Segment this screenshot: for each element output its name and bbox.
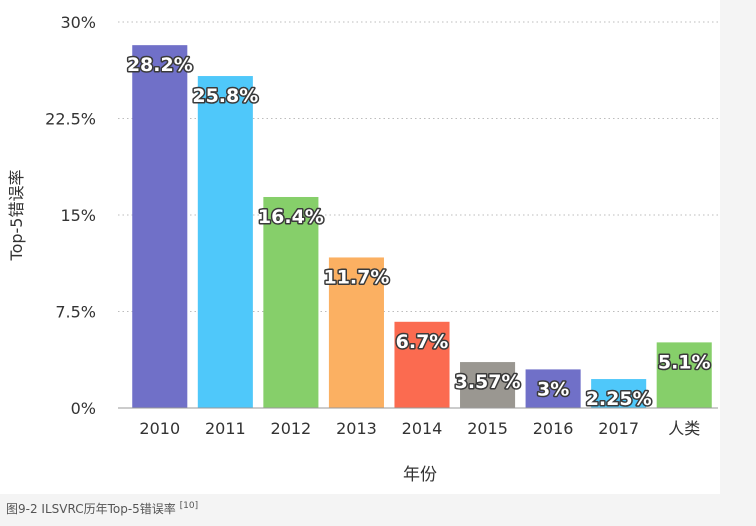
y-tick-labels: 0% 7.5% 15% 22.5% 30% [45,13,96,418]
bar-value-label: 2.25% [586,388,652,410]
x-tick-label: 2017 [598,419,639,438]
caption-text: 图9-2 ILSVRC历年Top-5错误率 [6,502,176,516]
y-axis-label: Top-5错误率 [7,170,26,262]
x-axis-label: 年份 [403,465,437,485]
x-tick-label: 2016 [533,419,574,438]
bar [263,196,319,408]
bar [328,257,384,408]
x-tick-label: 人类 [668,419,700,438]
bar [656,342,712,408]
bar-value-label: 3% [537,378,569,400]
bar-value-label: 28.2% [127,54,193,76]
bar [132,45,188,408]
figure-caption: 图9-2 ILSVRC历年Top-5错误率 [10] [6,500,198,517]
y-tick-label: 30% [60,13,96,32]
x-tick-label: 2014 [402,419,443,438]
bar-value-label: 3.57% [455,371,521,393]
x-tick-label: 2013 [336,419,377,438]
x-tick-labels: 2010 2011 2012 2013 2014 2015 2016 2017 人类 [139,419,700,438]
bar-value-label: 5.1% [658,351,711,373]
x-tick-label: 2012 [271,419,312,438]
bar-value-label: 11.7% [323,266,389,288]
y-tick-label: 7.5% [55,303,96,322]
chart-figure: 0% 7.5% 15% 22.5% 30% 28.2% 25.8% 16.4% 11.7% 6.… [0,0,720,494]
bar-value-label: 25.8% [192,85,258,107]
bar-chart: 0% 7.5% 15% 22.5% 30% 28.2% 25.8% 16.4% 11.7% 6.… [7,13,718,485]
bar-value-label: 16.4% [258,206,324,228]
y-tick-label: 0% [71,399,96,418]
caption-reference: [10] [179,501,199,511]
bar [591,379,647,408]
y-tick-label: 22.5% [45,110,96,129]
x-tick-label: 2015 [467,419,508,438]
bar [525,369,581,408]
bars: 28.2% 25.8% 16.4% 11.7% 6.7% 3.57% 3% 2.25% 5.1% [125,45,712,412]
bar [394,321,450,408]
x-tick-label: 2011 [205,419,246,438]
bar [197,76,253,408]
bar-value-label: 6.7% [396,331,449,353]
bar [460,362,516,408]
y-tick-label: 15% [60,206,96,225]
x-tick-label: 2010 [139,419,180,438]
